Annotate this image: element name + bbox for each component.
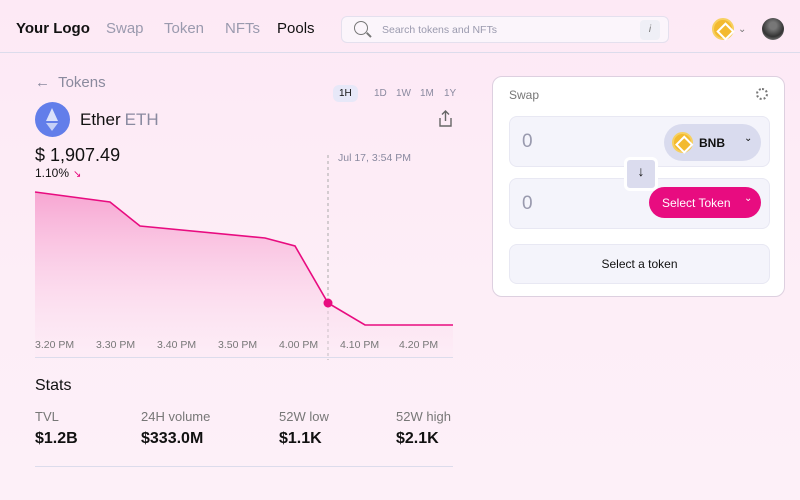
price-change: 1.10% ↘ [35, 166, 81, 180]
search-icon [354, 21, 368, 35]
token-name-text: Ether [80, 110, 121, 129]
chevron-down-icon: ⌄ [744, 193, 753, 204]
stat-tvl: TVL $1.2B [35, 409, 78, 448]
stat-label: TVL [35, 409, 59, 424]
stat-value: $333.0M [141, 430, 204, 447]
back-label: Tokens [58, 74, 106, 91]
stat-value: $1.1K [279, 430, 322, 447]
arrow-down-icon: ↓ [637, 163, 645, 179]
select-token-label: Select Token [662, 196, 731, 210]
x-tick: 3.20 PM [35, 339, 75, 351]
x-tick: 4.10 PM [340, 339, 380, 351]
divider [35, 357, 453, 358]
stat-label: 52W low [279, 409, 329, 424]
x-tick: 3.40 PM [157, 339, 197, 351]
bnb-icon [672, 132, 693, 153]
timeframe-1d[interactable]: 1D [374, 88, 387, 99]
to-amount[interactable]: 0 [522, 193, 533, 214]
select-a-token-button[interactable]: Select a token [509, 244, 770, 284]
avatar[interactable] [762, 18, 784, 40]
hover-time: Jul 17, 3:54 PM [338, 152, 411, 164]
x-tick: 3.30 PM [96, 339, 136, 351]
chevron-down-icon: ⌄ [744, 133, 753, 144]
nav-swap[interactable]: Swap [106, 20, 144, 37]
swap-title: Swap [509, 88, 540, 102]
chevron-down-icon[interactable]: ⌄ [738, 24, 747, 35]
stat-52w-low: 52W low $1.1K [279, 409, 329, 448]
from-token-selector[interactable]: BNB ⌄ [664, 124, 761, 161]
nav-nfts[interactable]: NFTs [225, 20, 260, 37]
back-link[interactable]: ← Tokens [35, 74, 106, 91]
stat-volume: 24H volume $333.0M [141, 409, 210, 448]
stat-value: $2.1K [396, 430, 439, 447]
timeframe-1w[interactable]: 1W [396, 88, 411, 99]
stat-label: 52W high [396, 409, 451, 424]
price-line [34, 191, 453, 326]
x-tick: 4.00 PM [279, 339, 319, 351]
swap-direction-button[interactable]: ↓ [624, 157, 658, 191]
timeframe-1y[interactable]: 1Y [444, 88, 457, 99]
share-icon[interactable] [437, 110, 454, 127]
stat-value: $1.2B [35, 430, 78, 447]
ether-icon [35, 102, 70, 137]
token-symbol: ETH [124, 110, 159, 129]
change-percent: 1.10% [35, 166, 70, 180]
price-area [35, 192, 453, 358]
nav-token[interactable]: Token [164, 20, 205, 37]
info-icon: i [640, 20, 660, 40]
stat-52w-high: 52W high $2.1K [396, 409, 451, 448]
search-placeholder: Search tokens and NFTs [382, 24, 497, 36]
swap-panel: Swap 0 BNB ⌄ 0 Select Token ⌄ ↓ Select a… [492, 76, 785, 297]
arrow-left-icon: ← [35, 74, 50, 91]
logo[interactable]: Your Logo [16, 20, 90, 37]
stat-label: 24H volume [141, 409, 211, 424]
timeframe-1m[interactable]: 1M [420, 88, 434, 99]
select-token-button[interactable]: Select Token ⌄ [649, 187, 761, 218]
x-tick: 3.50 PM [218, 339, 258, 351]
search-input[interactable]: Search tokens and NFTs i [341, 16, 669, 43]
from-amount[interactable]: 0 [522, 131, 533, 152]
stats-title: Stats [35, 377, 72, 394]
from-token-label: BNB [699, 136, 725, 150]
divider [35, 466, 453, 467]
top-nav: Your Logo Swap Token NFTs Pools Search t… [0, 0, 800, 53]
from-field[interactable]: 0 BNB ⌄ [509, 116, 770, 167]
trend-down-icon: ↘ [73, 169, 82, 180]
token-name: Ether ETH [80, 110, 159, 130]
token-price: $ 1,907.49 [35, 145, 121, 165]
hover-point [323, 298, 333, 308]
bnb-chain-selector[interactable] [712, 18, 734, 40]
gear-icon[interactable] [756, 88, 768, 100]
nav-pools[interactable]: Pools [277, 20, 315, 37]
timeframe-1h[interactable]: 1H [333, 85, 358, 102]
x-tick: 4.20 PM [399, 339, 439, 351]
